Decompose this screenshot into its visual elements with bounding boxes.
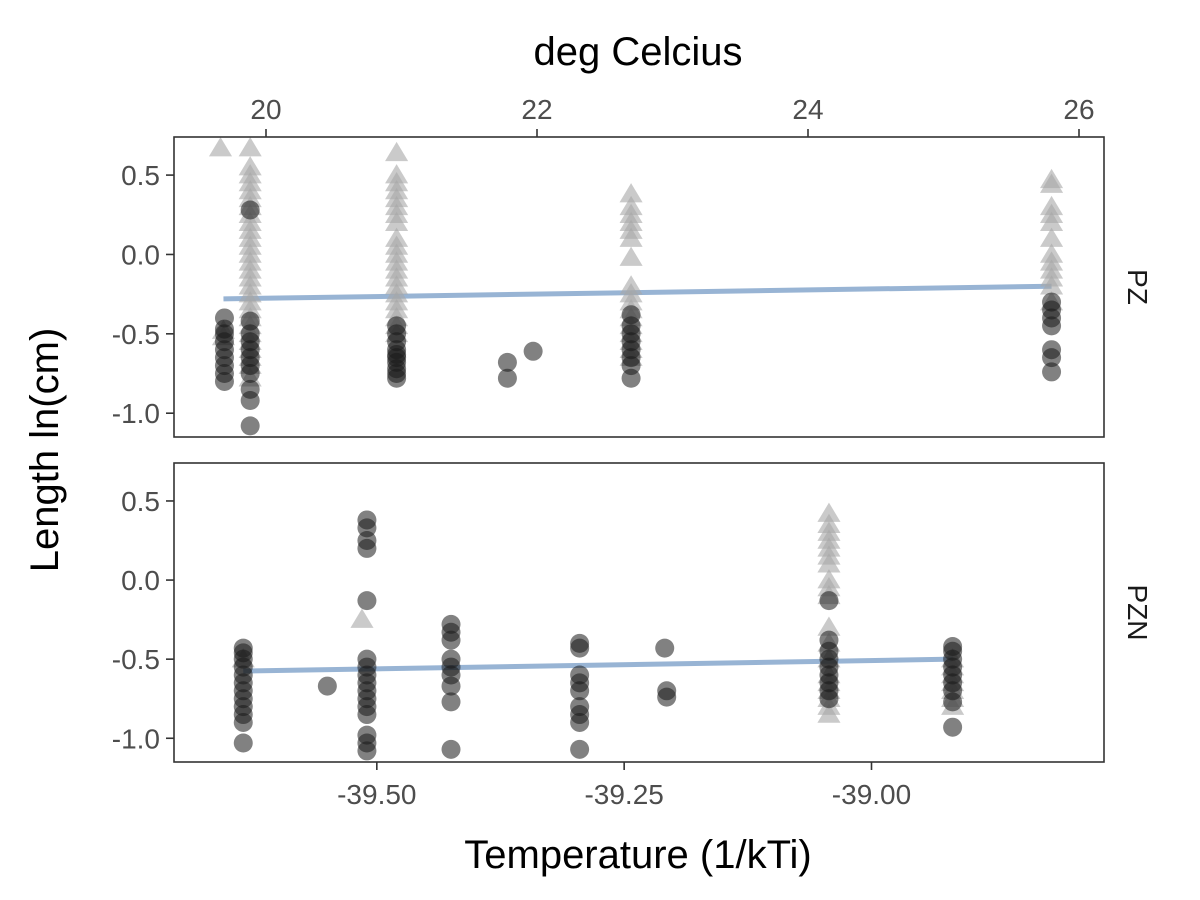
circle-point: [657, 687, 677, 707]
circle-point: [943, 692, 963, 712]
facet-strip-label: PZN: [1122, 585, 1153, 641]
y-tick-label: 0.0: [121, 565, 160, 596]
secondary-x-tick-label: 20: [250, 94, 281, 125]
triangle-point: [619, 246, 643, 266]
y-tick-label: 0.5: [121, 486, 160, 517]
circle-point: [523, 341, 543, 361]
triangle-point: [1040, 275, 1064, 295]
triangle-point: [208, 137, 233, 157]
circle-point: [819, 689, 839, 709]
circle-point: [497, 368, 517, 388]
panel-background: [174, 463, 1104, 762]
circle-point: [621, 368, 641, 388]
circle-point: [441, 676, 461, 696]
triangle-point: [238, 137, 262, 157]
circle-point: [357, 741, 377, 761]
circle-point: [819, 591, 839, 611]
y-tick-label: 0.0: [121, 239, 160, 270]
y-tick-label: -1.0: [112, 723, 160, 754]
y-tick-label: -0.5: [112, 644, 160, 675]
triangle-point: [817, 703, 841, 723]
secondary-x-tick-label: 24: [792, 94, 823, 125]
facet-panel-pzn: 0.5 0.0 -0.5 -1.0 PZN: [112, 462, 1153, 763]
circle-point: [655, 638, 675, 658]
x-axis-title: Temperature (1/kTi): [464, 833, 812, 877]
x-tick-label: -39.00: [832, 779, 911, 810]
x-tick-label: -39.50: [337, 779, 416, 810]
triangle-point: [350, 608, 374, 628]
triangle-point: [817, 502, 841, 522]
triangle-point: [1040, 227, 1064, 247]
triangle-point: [817, 553, 841, 573]
circle-point: [387, 368, 407, 388]
secondary-x-tick-label: 26: [1063, 94, 1094, 125]
circle-point: [570, 638, 590, 658]
triangle-point: [1040, 211, 1064, 231]
circle-point: [240, 364, 260, 384]
circle-point: [233, 712, 253, 732]
triangle-point: [619, 183, 643, 203]
circle-point: [240, 200, 260, 220]
circle-point: [441, 739, 461, 759]
circle-point: [497, 352, 517, 372]
panel-border: [173, 136, 1105, 438]
circle-point: [570, 739, 590, 759]
circle-point: [357, 591, 377, 611]
triangle-point: [619, 227, 643, 247]
circle-point: [240, 390, 260, 410]
triangle-point: [817, 616, 841, 636]
facet-panel-pz: 0.5 0.0 -0.5 -1.0 PZ: [112, 136, 1153, 438]
circle-point: [570, 681, 590, 701]
triangle-point: [385, 211, 409, 231]
panels-layer: 0.5 0.0 -0.5 -1.0 PZ 0.5 0.0 -0.5 -1.0 PZN: [112, 136, 1153, 763]
secondary-x-tick-label: 22: [521, 94, 552, 125]
circle-point: [441, 630, 461, 650]
y-tick-label: -1.0: [112, 398, 160, 429]
circle-point: [570, 712, 590, 732]
panel-border: [173, 462, 1105, 763]
circle-point: [357, 538, 377, 558]
circle-point: [441, 692, 461, 712]
y-axis-title: Length ln(cm): [23, 328, 67, 573]
y-tick-label: -0.5: [112, 319, 160, 350]
circle-point: [233, 733, 253, 753]
triangle-point: [385, 141, 409, 162]
triangle-point: [1040, 173, 1064, 193]
y-tick-label: 0.5: [121, 160, 160, 191]
circle-point: [1042, 362, 1062, 382]
facet-strip-label: PZ: [1122, 269, 1153, 305]
circle-point: [1042, 348, 1062, 368]
circle-point: [943, 717, 963, 737]
axes-layer: -39.50 -39.25 -39.00 20 22 24 26: [250, 94, 1094, 810]
circle-point: [1042, 316, 1062, 336]
secondary-x-axis-title: deg Celcius: [533, 30, 742, 74]
x-tick-label: -39.25: [584, 779, 663, 810]
circle-point: [317, 676, 337, 696]
circle-point: [214, 371, 234, 391]
circle-point: [357, 705, 377, 725]
circle-point: [240, 416, 260, 436]
